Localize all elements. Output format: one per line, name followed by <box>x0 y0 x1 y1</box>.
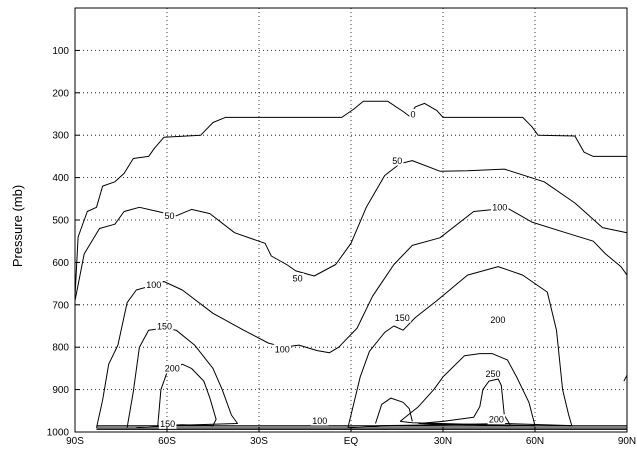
contour-label-bg <box>487 414 506 425</box>
contour-label: 150 <box>395 313 410 323</box>
contour-label: 100 <box>275 345 290 355</box>
contour-line-150 <box>347 266 573 429</box>
contour-line-200 <box>375 397 413 424</box>
contour-label: 200 <box>165 364 180 374</box>
y-tick-label: 200 <box>52 88 69 99</box>
contour-label-bg <box>291 273 304 284</box>
y-axis-title: Pressure (mb) <box>10 185 25 267</box>
y-tick-label: 100 <box>52 46 69 57</box>
contour-label: 200 <box>490 315 505 325</box>
y-tick-label: 800 <box>52 343 69 354</box>
contour-line-250 <box>418 378 511 427</box>
contour-label-bg <box>158 418 177 429</box>
x-tick-label: 60N <box>526 436 544 447</box>
grid-layer <box>75 8 627 432</box>
y-tick-label: 1000 <box>47 428 70 439</box>
y-tick-label: 500 <box>52 216 69 227</box>
contour-layer <box>74 100 628 430</box>
contour-label-bg <box>145 279 163 290</box>
contour-label: 100 <box>312 416 327 426</box>
contour-label-bg <box>409 109 417 119</box>
contour-label-bg <box>489 314 507 325</box>
contour-label-bg <box>490 202 509 213</box>
contour-label-bg <box>391 155 404 166</box>
contour-label-layer: 0 50 50 50 100 100 100 100 150 150 150 200 200 200 250 <box>145 109 509 429</box>
contour-label: 150 <box>157 321 172 331</box>
contour-label: 100 <box>492 203 507 213</box>
contour-label: 50 <box>293 273 303 283</box>
contour-line-100 <box>96 207 628 428</box>
y-tick-label: 300 <box>52 131 69 142</box>
contour-line-150 <box>126 327 238 429</box>
contour-label-bg <box>310 415 329 426</box>
contour-label: 200 <box>489 415 504 425</box>
y-tick-label: 600 <box>52 258 69 269</box>
x-tick-label: EQ <box>344 436 359 447</box>
contour-label: 0 <box>410 109 415 119</box>
x-tick-label: 90N <box>618 436 636 447</box>
y-tick-label: 400 <box>52 173 69 184</box>
axis-layer: 90S 60S 30S EQ 30N 60N 90N10020030040050060070… <box>47 7 636 447</box>
contour-label: 250 <box>485 369 500 379</box>
contour-line-0 <box>74 100 627 297</box>
x-tick-label: 30N <box>434 436 452 447</box>
contour-label-bg <box>273 344 292 355</box>
contour-label-bg <box>163 363 182 374</box>
y-tick-label: 700 <box>52 300 69 311</box>
x-tick-label: 90S <box>66 436 84 447</box>
x-tick-label: 60S <box>158 436 176 447</box>
x-tick-label: 30S <box>250 436 268 447</box>
contour-line-50 <box>74 160 628 301</box>
contour-label-bg <box>163 210 176 221</box>
contour-label-bg <box>484 368 502 379</box>
contour-label-bg <box>155 321 174 331</box>
y-tick-label: 900 <box>52 385 69 396</box>
contour-label: 150 <box>160 419 175 429</box>
contour-label: 50 <box>392 156 402 166</box>
contour-label: 100 <box>146 280 161 290</box>
contour-label-bg <box>393 312 412 323</box>
contour-label: 50 <box>164 211 174 221</box>
contour-line-200 <box>623 374 628 382</box>
